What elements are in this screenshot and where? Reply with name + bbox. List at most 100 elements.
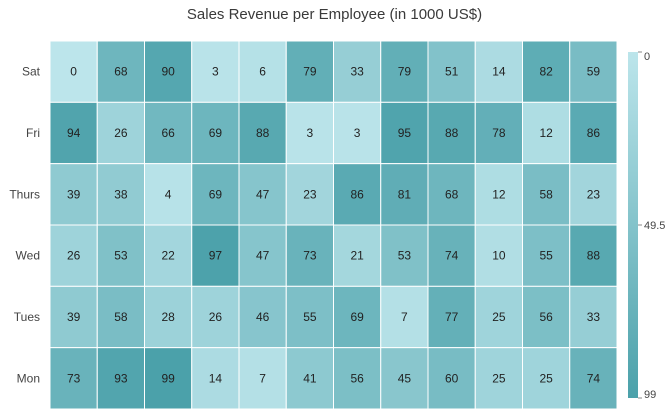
heatmap-cell (333, 40, 382, 103)
legend-tick-label: 0 (644, 51, 650, 63)
heatmap-cell (474, 163, 523, 226)
cell-value-label: 4 (165, 187, 172, 201)
heatmap-cell (238, 224, 287, 287)
cell-value-label: 99 (161, 371, 175, 385)
cell-value-label: 23 (303, 187, 317, 201)
heatmap-cell (238, 163, 287, 226)
heatmap-cell (474, 224, 523, 287)
heatmap-cell (569, 224, 618, 287)
cell-value-label: 12 (539, 126, 553, 140)
cell-value-label: 51 (445, 65, 459, 79)
cell-value-label: 74 (587, 371, 601, 385)
heatmap-cell (380, 347, 429, 410)
heatmap-cell (427, 163, 476, 226)
cell-value-label: 38 (114, 187, 128, 201)
cell-value-label: 68 (445, 187, 459, 201)
heatmap-cell (522, 347, 571, 410)
cell-value-label: 7 (259, 371, 266, 385)
heatmap-cell (522, 40, 571, 103)
cell-value-label: 26 (209, 310, 223, 324)
heatmap-cell (238, 347, 287, 410)
row-axis-label: Thurs (9, 187, 40, 201)
heatmap-cell (144, 285, 193, 349)
cell-value-label: 88 (587, 249, 601, 263)
heatmap-cell (49, 163, 98, 226)
chart-title: Sales Revenue per Employee (in 1000 US$) (186, 6, 483, 23)
cell-value-label: 81 (398, 187, 412, 201)
cell-value-label: 90 (161, 65, 175, 79)
cell-value-label: 55 (539, 249, 553, 263)
heatmap-cell (191, 347, 240, 410)
cell-value-label: 69 (350, 310, 364, 324)
cell-value-label: 14 (209, 371, 223, 385)
heatmap-cell (380, 40, 429, 103)
heatmap-cell (569, 163, 618, 226)
heatmap-cell (427, 347, 476, 410)
cell-value-label: 0 (70, 65, 77, 79)
heatmap-cell (333, 285, 382, 349)
cell-value-label: 69 (209, 126, 223, 140)
cell-value-label: 47 (256, 187, 270, 201)
heatmap-cell (285, 347, 334, 410)
cell-value-label: 86 (587, 126, 601, 140)
heatmap-cell (96, 347, 145, 410)
cell-value-label: 97 (209, 249, 223, 263)
cell-value-label: 33 (587, 310, 601, 324)
cell-value-label: 59 (587, 65, 601, 79)
heatmap-cell (144, 224, 193, 287)
row-axis-label: Tues (14, 310, 40, 324)
heatmap-cell (333, 224, 382, 287)
cell-value-label: 10 (492, 249, 506, 263)
row-axis-label: Fri (26, 126, 40, 140)
heatmap-cell (238, 40, 287, 103)
cell-value-label: 25 (492, 371, 506, 385)
heatmap-cell (569, 40, 618, 103)
cell-value-label: 82 (539, 65, 553, 79)
cell-value-label: 46 (256, 310, 270, 324)
cell-value-label: 79 (303, 65, 317, 79)
cell-value-label: 58 (114, 310, 128, 324)
cell-value-label: 88 (445, 126, 459, 140)
cell-value-label: 73 (67, 371, 81, 385)
cell-value-label: 23 (587, 187, 601, 201)
heatmap-cell (285, 224, 334, 287)
heatmap-cell (96, 285, 145, 349)
heatmap-cell (427, 40, 476, 103)
heatmap-cell (569, 101, 618, 165)
cell-value-label: 78 (492, 126, 506, 140)
cell-value-label: 6 (259, 65, 266, 79)
cell-value-label: 26 (67, 249, 81, 263)
cell-value-label: 55 (303, 310, 317, 324)
cell-value-label: 88 (256, 126, 270, 140)
heatmap-cell (380, 163, 429, 226)
cell-value-label: 14 (492, 65, 506, 79)
cell-value-label: 60 (445, 371, 459, 385)
cell-value-label: 3 (354, 126, 361, 140)
cell-value-label: 39 (67, 310, 81, 324)
heatmap-cell (49, 224, 98, 287)
heatmap-cell (474, 285, 523, 349)
cell-value-label: 45 (398, 371, 412, 385)
cell-value-label: 47 (256, 249, 270, 263)
heatmap-cell (285, 285, 334, 349)
cell-value-label: 73 (303, 249, 317, 263)
heatmap-cell (285, 101, 334, 165)
row-axis-label: Wed (16, 249, 40, 263)
heatmap-cell (96, 224, 145, 287)
heatmap-cell (569, 285, 618, 349)
cell-value-label: 25 (539, 371, 553, 385)
cell-value-label: 39 (67, 187, 81, 201)
cell-value-label: 86 (350, 187, 364, 201)
cell-value-label: 33 (350, 65, 364, 79)
heatmap-cell (522, 285, 571, 349)
heatmap-cell (144, 347, 193, 410)
cell-value-label: 95 (398, 126, 412, 140)
heatmap-cell (285, 40, 334, 103)
heatmap-cell (191, 285, 240, 349)
heatmap-cell (333, 101, 382, 165)
cell-value-label: 66 (161, 126, 175, 140)
cell-value-label: 74 (445, 249, 459, 263)
cell-value-label: 53 (114, 249, 128, 263)
heatmap-cell (380, 285, 429, 349)
